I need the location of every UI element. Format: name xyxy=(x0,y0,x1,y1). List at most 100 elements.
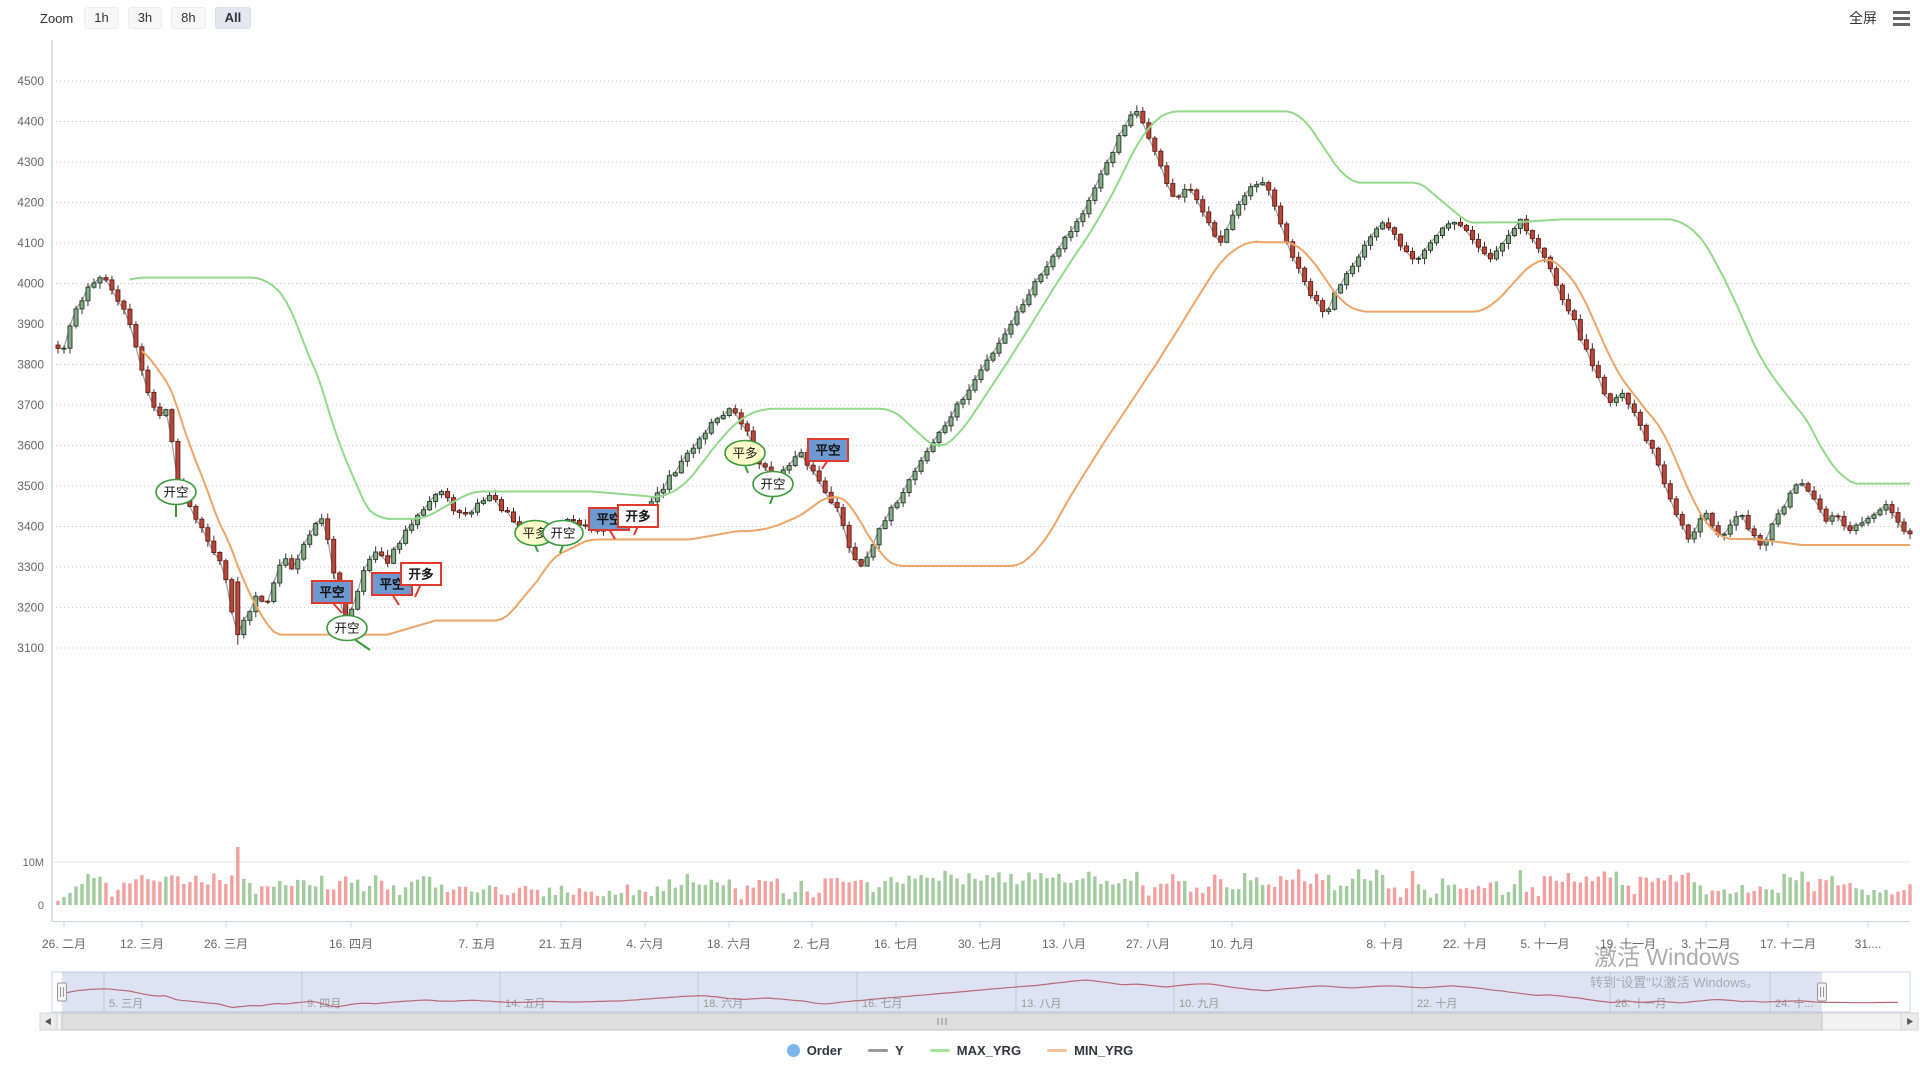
menu-icon[interactable] xyxy=(1891,9,1912,28)
svg-text:平空: 平空 xyxy=(596,512,621,527)
price-grid: 4500 4400 4300 4200 4100 4000 3900 3800 3700 3600… xyxy=(17,40,1910,922)
windows-activation-hint: 转到“设置”以激活 Windows。 xyxy=(1590,975,1760,990)
legend-item-max-yrg[interactable]: MAX_YRG xyxy=(929,1043,1021,1058)
navigator-selected-range[interactable] xyxy=(62,972,1822,1012)
scrollbar-left-arrow[interactable] xyxy=(39,1012,58,1031)
navigator-label: 14. 五月 xyxy=(505,998,545,1010)
trade-marker-开空[interactable]: 开空 xyxy=(326,614,371,651)
x-axis-label: 4. 六月 xyxy=(626,937,663,951)
x-axis-label: 7. 五月 xyxy=(458,937,495,951)
navigator-label: 5. 三月 xyxy=(109,998,143,1010)
y-axis-label: 3100 xyxy=(17,641,44,655)
legend-item-order[interactable]: Order xyxy=(786,1043,842,1058)
svg-text:开空: 开空 xyxy=(334,622,359,636)
navigator-label: 16. 七月 xyxy=(862,997,902,1010)
scrollbar-right-arrow[interactable] xyxy=(1900,1012,1919,1031)
scrollbar[interactable] xyxy=(39,1012,1919,1031)
range-selector: Zoom 1h 3h 8h All xyxy=(40,7,252,29)
chart-legend: Order Y MAX_YRG MIN_YRG xyxy=(0,1043,1920,1058)
navigator-label: 26. 十一月 xyxy=(1615,996,1666,1010)
x-axis-label: 19. 十一月 xyxy=(1600,937,1656,951)
y-axis-label: 3800 xyxy=(17,358,44,372)
max-yrg-line xyxy=(129,110,1910,520)
zoom-button-8h[interactable]: 8h xyxy=(171,7,206,29)
x-axis-label: 31.... xyxy=(1855,937,1882,951)
svg-text:平多: 平多 xyxy=(522,527,547,541)
svg-text:平多: 平多 xyxy=(732,447,757,461)
x-axis-label: 26. 三月 xyxy=(204,937,248,951)
trade-marker-平多[interactable]: 平多 xyxy=(724,439,766,474)
y-axis-label: 3500 xyxy=(17,479,44,493)
volume-series[interactable] xyxy=(56,846,1912,905)
top-right-controls: 全屏 xyxy=(1849,8,1912,28)
y-axis-label: 4300 xyxy=(17,155,44,169)
x-axis-label: 5. 十一月 xyxy=(1520,937,1569,951)
x-axis-label: 27. 八月 xyxy=(1126,937,1170,951)
y-axis-label: 3200 xyxy=(17,601,44,615)
legend-item-y[interactable]: Y xyxy=(868,1043,904,1058)
svg-text:平空: 平空 xyxy=(815,443,840,458)
y-series-line xyxy=(57,110,1911,637)
x-axis: 26. 二月 12. 三月 26. 三月 16. 四月 7. 五月 21. 五月 4. 六月… xyxy=(42,921,1882,951)
order-marker-icon xyxy=(786,1044,800,1057)
trade-marker-开多[interactable]: 开多 xyxy=(617,504,659,536)
y-axis-label: 4400 xyxy=(17,115,44,129)
volume-axis: 10M 0 xyxy=(23,857,1910,912)
svg-text:开空: 开空 xyxy=(163,486,188,500)
x-axis-label: 17. 十二月 xyxy=(1760,937,1816,951)
x-axis-label: 18. 六月 xyxy=(707,937,751,951)
fullscreen-button[interactable]: 全屏 xyxy=(1849,10,1877,26)
y-axis-label: 4000 xyxy=(17,277,44,291)
zoom-button-1h[interactable]: 1h xyxy=(84,7,119,29)
legend-item-min-yrg[interactable]: MIN_YRG xyxy=(1047,1043,1133,1058)
y-axis-label: 3600 xyxy=(17,439,44,453)
svg-text:开空: 开空 xyxy=(760,478,785,492)
volume-axis-label: 10M xyxy=(23,857,44,869)
navigator-label: 24. 十... xyxy=(1775,996,1814,1010)
svg-text:开多: 开多 xyxy=(625,509,651,524)
min-yrg-line xyxy=(141,240,1910,636)
x-axis-label: 21. 五月 xyxy=(539,937,583,951)
y-axis-label: 3300 xyxy=(17,560,44,574)
trade-marker-开多[interactable]: 开多 xyxy=(400,562,442,598)
y-axis-label: 3900 xyxy=(17,317,44,331)
trade-marker-平空[interactable]: 平空 xyxy=(807,438,849,470)
y-line-icon xyxy=(868,1049,889,1052)
svg-text:平空: 平空 xyxy=(379,577,404,592)
y-axis-label: 4500 xyxy=(17,74,44,88)
navigator-right-handle[interactable] xyxy=(1817,982,1827,1002)
y-axis-label: 3400 xyxy=(17,520,44,534)
windows-activation-watermark: 激活 Windows xyxy=(1594,944,1740,970)
x-axis-label: 16. 四月 xyxy=(329,937,373,951)
x-axis-label: 26. 二月 xyxy=(42,937,86,951)
x-axis-label: 2. 七月 xyxy=(793,937,830,951)
zoom-button-3h[interactable]: 3h xyxy=(127,7,163,29)
x-axis-label: 10. 九月 xyxy=(1210,937,1254,951)
candlestick-series[interactable] xyxy=(55,105,1913,645)
trade-marker-开空[interactable]: 开空 xyxy=(542,519,584,554)
navigator-left-handle[interactable] xyxy=(57,982,67,1002)
trade-marker-开空[interactable]: 开空 xyxy=(155,478,197,518)
zoom-label: Zoom xyxy=(40,10,74,26)
max-yrg-line-icon xyxy=(929,1049,950,1052)
svg-text:平空: 平空 xyxy=(319,585,344,600)
x-axis-label: 8. 十月 xyxy=(1366,937,1403,951)
trade-marker-开空[interactable]: 开空 xyxy=(752,470,794,505)
navigator-label: 13. 八月 xyxy=(1021,998,1061,1010)
zoom-button-all[interactable]: All xyxy=(214,7,252,29)
y-axis-label: 4200 xyxy=(17,196,44,210)
x-axis-label: 16. 七月 xyxy=(874,937,918,951)
trade-marker-平空[interactable]: 平空 xyxy=(311,580,353,614)
min-yrg-line-icon xyxy=(1047,1049,1068,1052)
x-axis-label: 3. 十二月 xyxy=(1681,937,1730,951)
x-axis-label: 30. 七月 xyxy=(958,937,1002,951)
navigator[interactable]: 5. 三月 9. 四月 14. 五月 18. 六月 16. 七月 13. 八月 10. 九月… xyxy=(51,971,1911,1013)
moving-band-lines xyxy=(129,110,1910,636)
svg-text:开空: 开空 xyxy=(550,527,575,541)
x-axis-label: 12. 三月 xyxy=(120,937,164,951)
navigator-label: 10. 九月 xyxy=(1179,997,1219,1010)
navigator-label: 22. 十月 xyxy=(1417,996,1457,1010)
